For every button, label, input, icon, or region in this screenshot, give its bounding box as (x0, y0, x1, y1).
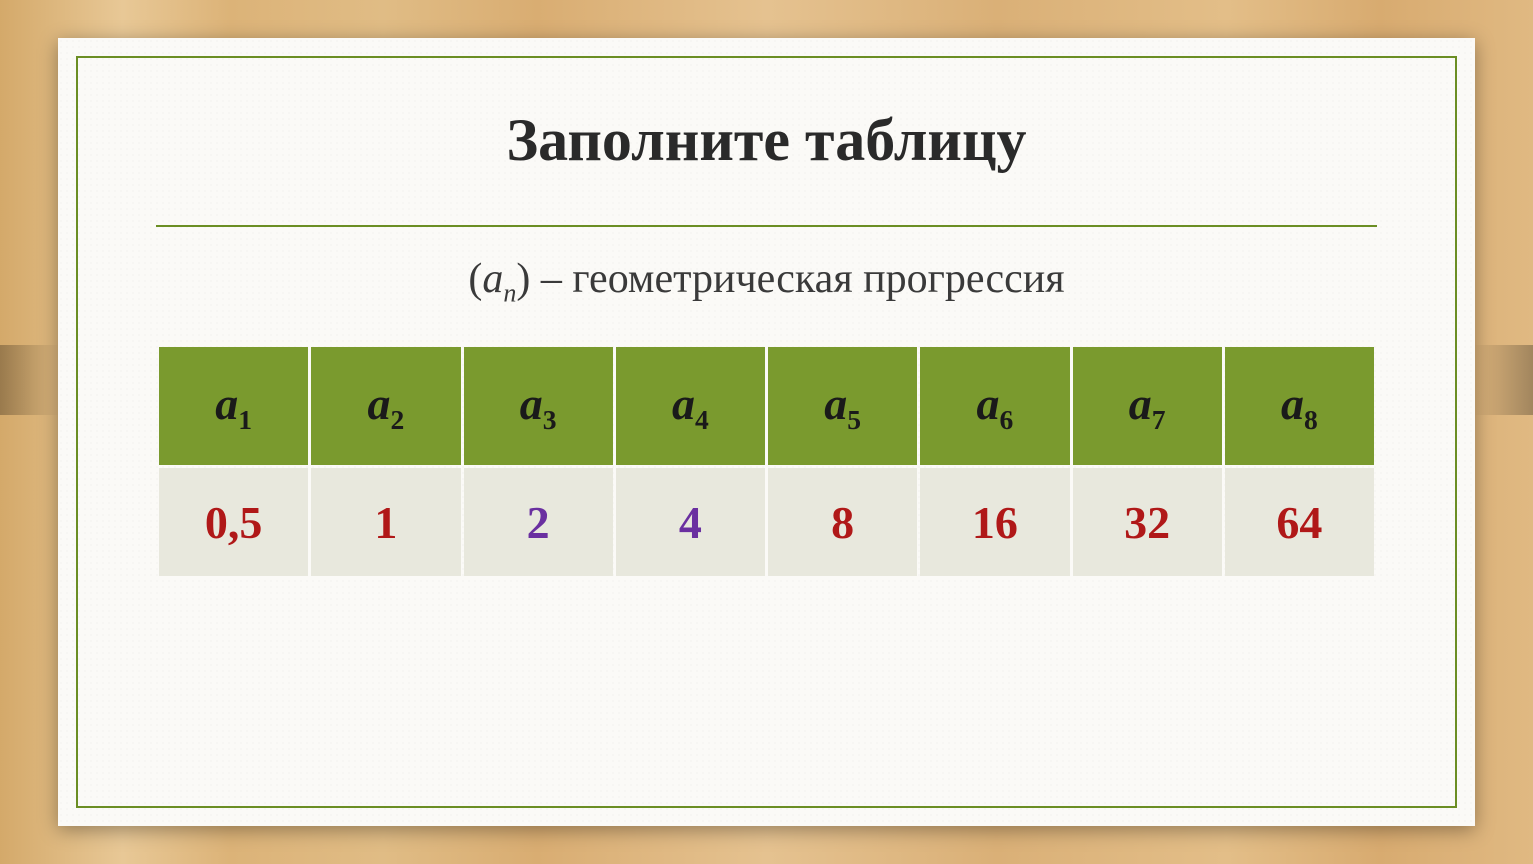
table-header-row: a1 a2 a3 a4 a5 a6 a7 a8 (159, 347, 1374, 465)
table-cell: 2 (464, 468, 613, 576)
slide-content: Заполните таблицу (an) – геометрическая … (76, 56, 1457, 808)
table-cell: 4 (616, 468, 765, 576)
table-row: 0,5 1 2 4 8 16 32 64 (159, 468, 1374, 576)
table-cell: 8 (768, 468, 917, 576)
table-header-cell: a6 (920, 347, 1069, 465)
page-title: Заполните таблицу (156, 106, 1377, 175)
table-cell: 1 (311, 468, 460, 576)
slide-card: Заполните таблицу (an) – геометрическая … (58, 38, 1475, 826)
subtitle-suffix: ) – геометрическая прогрессия (516, 256, 1064, 302)
table-cell: 0,5 (159, 468, 308, 576)
table-cell: 16 (920, 468, 1069, 576)
table-header-cell: a1 (159, 347, 308, 465)
table-header-cell: a4 (616, 347, 765, 465)
subtitle: (an) – геометрическая прогрессия (156, 255, 1377, 308)
edge-shadow-left (0, 345, 60, 415)
table-header-cell: a8 (1225, 347, 1374, 465)
subtitle-var: a (482, 256, 503, 302)
table-cell: 32 (1073, 468, 1222, 576)
table-cell: 64 (1225, 468, 1374, 576)
edge-shadow-right (1473, 345, 1533, 415)
progression-table: a1 a2 a3 a4 a5 a6 a7 a8 0,5 1 2 4 8 16 (156, 344, 1377, 579)
subtitle-prefix: ( (468, 256, 482, 302)
subtitle-sub: n (503, 278, 516, 307)
table-header-cell: a3 (464, 347, 613, 465)
table-header-cell: a2 (311, 347, 460, 465)
table-header-cell: a7 (1073, 347, 1222, 465)
title-divider (156, 225, 1377, 227)
table-header-cell: a5 (768, 347, 917, 465)
